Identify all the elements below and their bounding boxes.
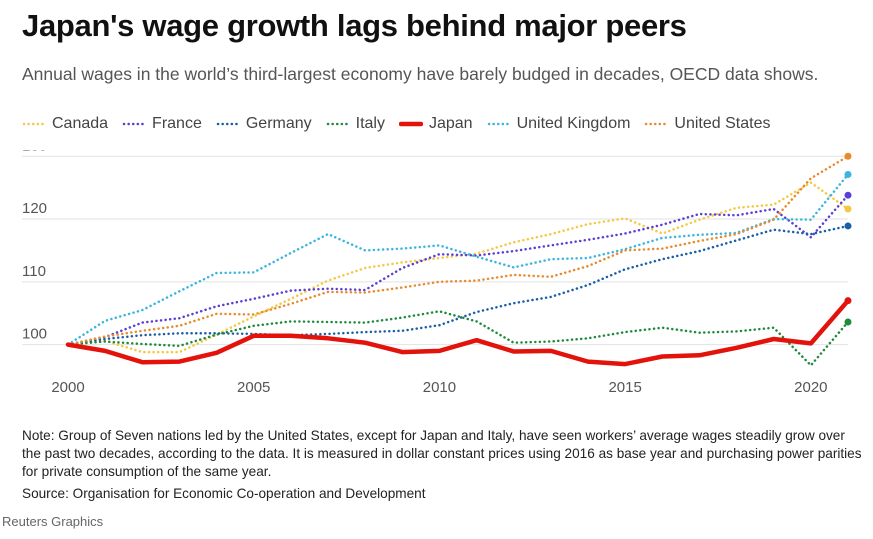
legend-swatch-united-states: [645, 122, 668, 126]
legend-item-united-kingdom: United Kingdom: [487, 115, 631, 133]
x-tick-label-2015: 2015: [608, 379, 641, 396]
series-line-italy: [66, 310, 850, 367]
legend-swatch-japan: [398, 121, 423, 127]
y-tick-label-100: 100: [22, 326, 47, 343]
series-end-point-france: [844, 191, 852, 199]
legend-swatch-france: [122, 122, 146, 126]
legend-swatch-italy: [326, 122, 349, 126]
legend-item-france: France: [122, 115, 202, 133]
x-tick-label-2000: 2000: [51, 379, 84, 396]
legend-label-united-states: United States: [674, 115, 771, 132]
series-end-point-canada: [844, 205, 852, 213]
legend-item-united-states: United States: [644, 115, 770, 133]
legend-label-italy: Italy: [355, 115, 385, 132]
line-chart: 100 110 120 130 2000 2005 2010 2015 2020: [22, 150, 852, 396]
x-tick-label-2005: 2005: [237, 379, 270, 396]
legend-label-canada: Canada: [52, 115, 109, 132]
y-tick-label-110: 110: [22, 263, 46, 280]
legend-label-france: France: [152, 115, 202, 132]
legend-swatch-canada: [22, 122, 46, 126]
legend-item-germany: Germany: [216, 115, 312, 133]
chart-credit: Reuters Graphics: [2, 514, 104, 529]
series-end-point-united-kingdom: [844, 170, 852, 178]
legend-label-germany: Germany: [245, 115, 312, 132]
series-line-france: [66, 193, 850, 346]
x-tick-label-2020: 2020: [794, 379, 827, 396]
series-end-point-japan: [844, 297, 852, 305]
series-end-point-united-states: [844, 152, 852, 160]
series-line-united-states: [66, 155, 850, 346]
chart-note: Note: Group of Seven nations led by the …: [22, 428, 862, 479]
legend-label-japan: Japan: [428, 115, 473, 132]
series-end-point-italy: [844, 318, 852, 326]
chart-legend: Canada France Germany Italy Japan United King…: [22, 115, 784, 133]
legend-item-japan: Japan: [398, 115, 473, 133]
chart-source: Source: Organisation for Economic Co-ope…: [22, 486, 426, 501]
y-tick-label-120: 120: [22, 200, 47, 217]
legend-item-italy: Italy: [326, 115, 385, 133]
chart-subtitle: Annual wages in the world’s third-larges…: [22, 64, 819, 84]
series-line-canada: [66, 181, 850, 354]
legend-swatch-germany: [216, 122, 240, 126]
x-tick-label-2010: 2010: [423, 379, 456, 396]
series-line-germany: [66, 224, 850, 346]
legend-item-canada: Canada: [22, 115, 108, 133]
legend-label-united-kingdom: United Kingdom: [516, 115, 631, 132]
chart-title: Japan's wage growth lags behind major pe…: [22, 8, 687, 43]
series-line-japan: [65, 298, 851, 367]
y-tick-label-130: 130: [22, 150, 47, 154]
series-end-point-germany: [844, 222, 852, 230]
legend-swatch-united-kingdom: [487, 122, 510, 126]
